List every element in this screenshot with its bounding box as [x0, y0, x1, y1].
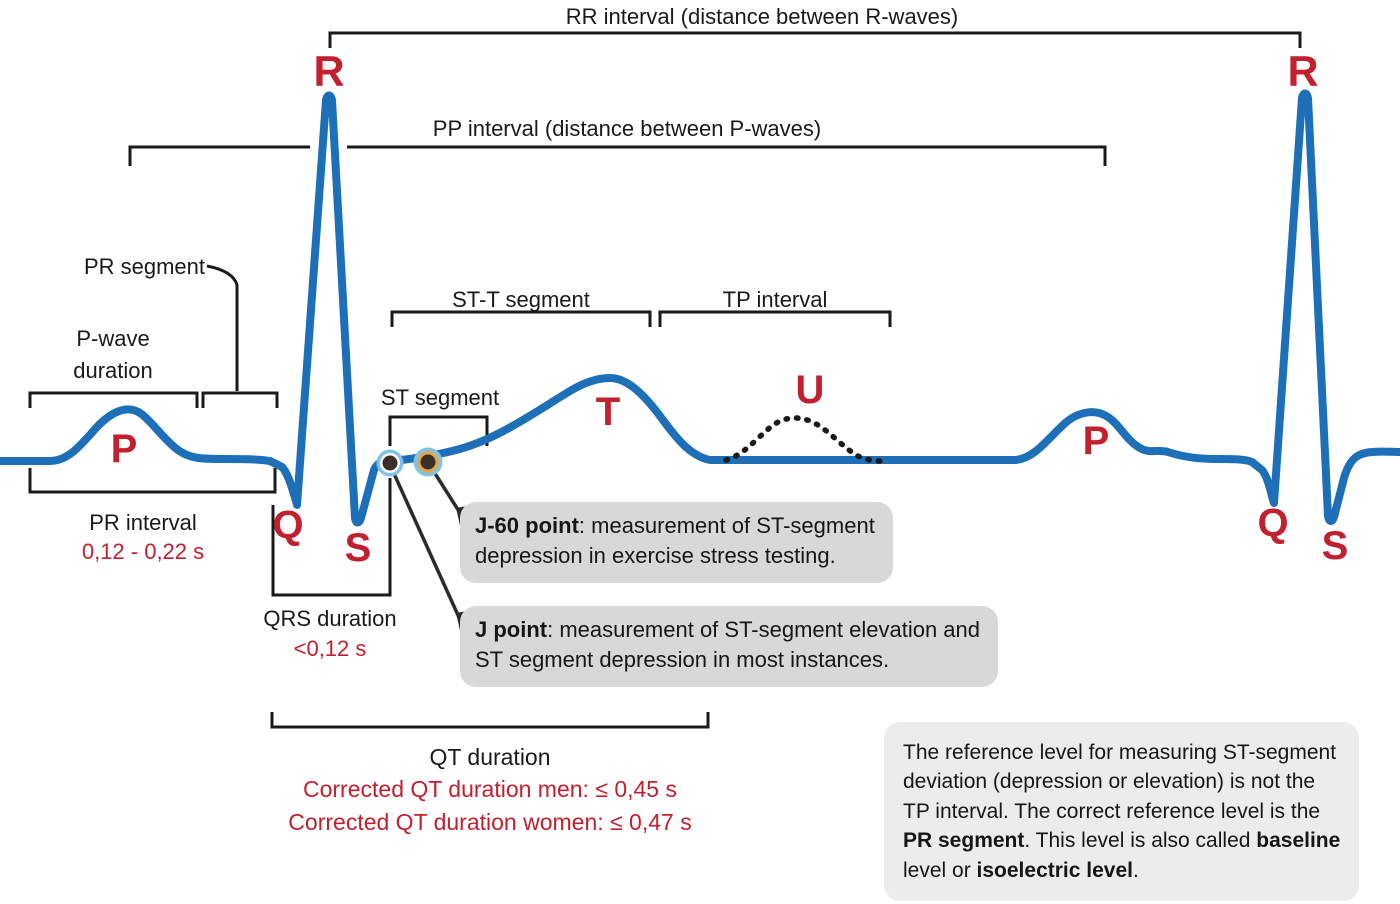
j60-point-callout: J-60 point: measurement of ST-segment de… — [460, 502, 893, 583]
qt-duration-label: QT duration — [429, 744, 551, 770]
t-wave-letter: T — [595, 390, 621, 434]
q1-wave-letter: Q — [272, 503, 304, 547]
j-line2: ST segment depression in most instances. — [475, 647, 890, 673]
reference-line-1: The reference level for measuring ST-seg… — [903, 741, 1337, 764]
j60-term: J-60 point — [475, 513, 579, 538]
qt-duration-bracket — [270, 712, 710, 729]
reference-line-5: level or isoelectric level. — [903, 858, 1139, 882]
ecg-waveform — [0, 89, 1400, 527]
stt-segment-bracket — [390, 310, 652, 327]
pr-segment-bracket — [201, 391, 279, 408]
p-wave-duration-label: P-wave duration — [73, 326, 153, 383]
pr-interval-label: PR interval — [89, 510, 197, 535]
reference-line-2: deviation (depression or elevation) is n… — [903, 770, 1316, 794]
pp-interval-bracket — [128, 145, 1107, 166]
p2-wave-letter: P — [1082, 419, 1110, 463]
reference-line-3: TP interval. The correct reference level… — [903, 799, 1321, 823]
pp-interval-label: PP interval (distance between P-waves) — [432, 116, 822, 141]
pr-segment-label: PR segment — [83, 254, 205, 279]
r1-wave-letter: R — [313, 47, 345, 96]
j-point-marker — [376, 449, 404, 477]
u-wave-letter: U — [795, 368, 825, 412]
stt-segment-label: ST-T segment — [452, 287, 590, 312]
reference-level-note: The reference level for measuring ST-seg… — [884, 722, 1360, 901]
qrs-duration-bracket — [271, 478, 392, 597]
qrs-duration-label: QRS duration — [263, 606, 397, 631]
s2-wave-letter: S — [1321, 524, 1349, 568]
rr-interval-label: RR interval (distance between R-waves) — [565, 4, 959, 29]
p-wave-duration-bracket — [28, 391, 199, 408]
j-line1: : measurement of ST-segment elevation an… — [547, 617, 981, 642]
r2-wave-letter: R — [1287, 47, 1319, 96]
qt-duration-women-value: Corrected QT duration women: ≤ 0,47 s — [288, 809, 692, 835]
p1-wave-letter: P — [110, 427, 138, 471]
q2-wave-letter: Q — [1257, 501, 1289, 545]
j-point-callout: J point: measurement of ST-segment eleva… — [460, 606, 999, 687]
st-segment-bracket — [388, 415, 489, 446]
j60-line1: : measurement of ST-segment — [578, 513, 875, 538]
j60-line2: depression in exercise stress testing. — [475, 543, 836, 569]
pr-interval-bracket — [28, 468, 277, 494]
s1-wave-letter: S — [344, 526, 372, 570]
qt-duration-men-value: Corrected QT duration men: ≤ 0,45 s — [303, 776, 677, 802]
j-point-leader-line — [389, 466, 464, 625]
rr-interval-bracket — [328, 31, 1302, 48]
u-wave-dotted — [723, 415, 883, 464]
j60-point-marker — [413, 447, 443, 477]
pr-segment-leader-line — [206, 264, 239, 391]
tp-interval-bracket — [658, 310, 892, 327]
pr-interval-value: 0,12 - 0,22 s — [81, 539, 205, 564]
reference-line-4: PR segment. This level is also called ba… — [903, 829, 1341, 853]
tp-interval-label: TP interval — [722, 287, 828, 312]
j-term: J point — [475, 617, 548, 642]
qrs-duration-value: <0,12 s — [293, 636, 367, 661]
st-segment-label: ST segment — [380, 385, 500, 410]
